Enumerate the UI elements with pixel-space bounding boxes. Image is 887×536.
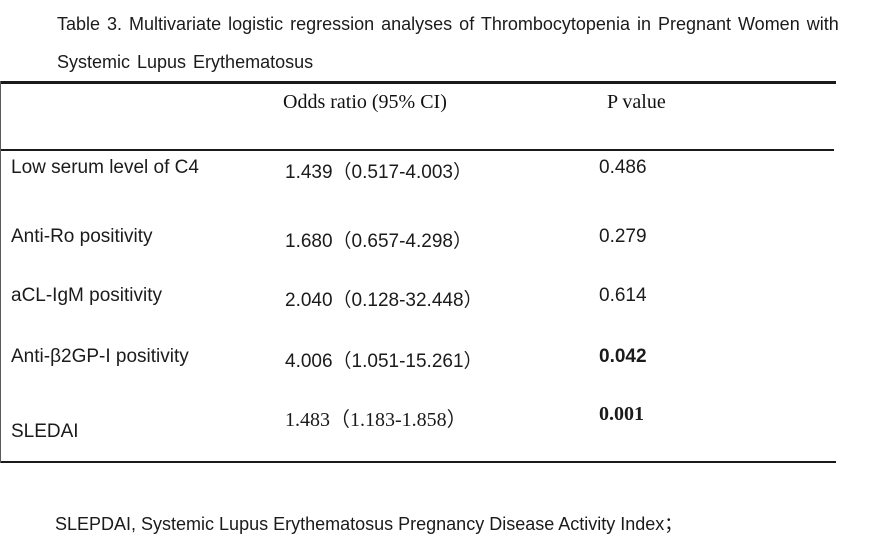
table-header-rule: [0, 149, 834, 151]
table-footnote: SLEPDAI, Systemic Lupus Erythematosus Pr…: [55, 514, 683, 534]
table-left-border: [0, 81, 1, 463]
p-value-sledai: 0.001: [599, 403, 644, 425]
odds-ratio-anti-b2gp1: 4.006（1.051-15.261）: [285, 351, 483, 372]
p-value-anti-ro: 0.279: [599, 226, 647, 247]
odds-ratio-acl-igm: 2.040（0.128-32.448）: [285, 290, 483, 311]
row-label-anti-b2gp1: Anti-β2GP-I positivity: [11, 346, 189, 367]
row-label-anti-ro: Anti-Ro positivity: [11, 226, 153, 247]
row-label-low-c4: Low serum level of C4: [11, 157, 199, 178]
table-title-line-1: Table 3. Multivariate logistic regressio…: [57, 14, 839, 34]
column-header-odds-ratio: Odds ratio (95% CI): [283, 91, 447, 113]
odds-ratio-low-c4: 1.439（0.517-4.003）: [285, 162, 472, 183]
table-title-line-2: Systemic Lupus Erythematosus: [57, 52, 314, 72]
odds-ratio-sledai: 1.483（1.183-1.858）: [285, 409, 467, 431]
odds-ratio-anti-ro: 1.680（0.657-4.298）: [285, 231, 472, 252]
row-label-acl-igm: aCL-IgM positivity: [11, 285, 162, 306]
p-value-acl-igm: 0.614: [599, 285, 647, 306]
table-top-rule: [0, 81, 836, 84]
p-value-anti-b2gp1: 0.042: [599, 346, 647, 367]
table-bottom-rule: [0, 461, 836, 463]
column-header-p-value: P value: [607, 91, 666, 113]
p-value-low-c4: 0.486: [599, 157, 647, 178]
row-label-sledai: SLEDAI: [11, 421, 79, 442]
